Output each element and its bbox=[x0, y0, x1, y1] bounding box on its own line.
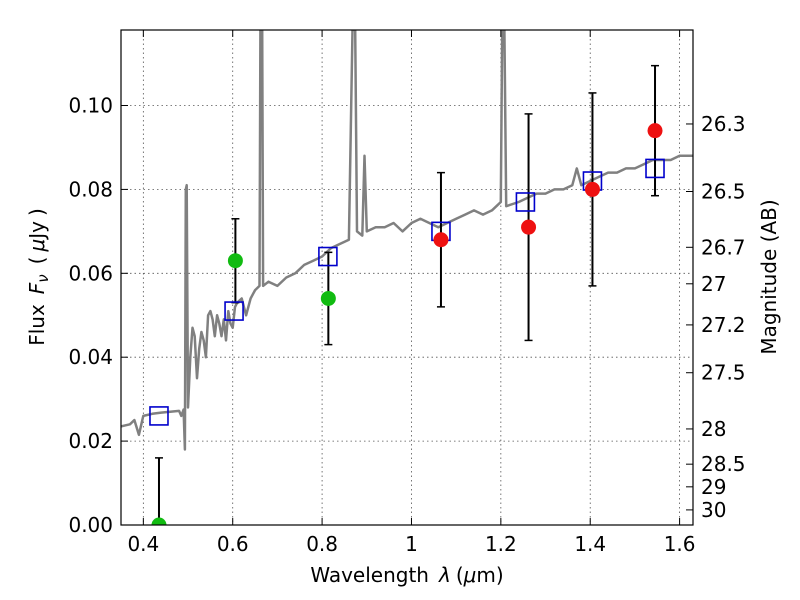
plot-frame bbox=[120, 29, 694, 526]
y-axis-ticks: 0.00 0.02 0.04 0.06 0.08 0.10 bbox=[68, 94, 128, 537]
model-photometry-markers bbox=[149, 158, 665, 426]
y-tick-label: 0.06 bbox=[68, 261, 113, 285]
y2-tick-label: 27 bbox=[701, 272, 726, 296]
errorbars bbox=[154, 64, 660, 525]
y-tick-label: 0.00 bbox=[68, 513, 113, 537]
observed-point bbox=[151, 517, 167, 525]
y2-axis-title: Magnitude (AB) bbox=[757, 199, 781, 354]
x-axis-title: Wavelength λ (μm) bbox=[310, 563, 503, 587]
x-tick-label: 1.2 bbox=[485, 532, 517, 556]
spectrum-line bbox=[121, 30, 693, 451]
y2-tick-label: 26.7 bbox=[701, 235, 746, 259]
y2-tick-label: 26.5 bbox=[701, 180, 746, 204]
y-tick-label: 0.10 bbox=[68, 94, 113, 118]
observed-point bbox=[320, 290, 336, 306]
plot-area-clip-group bbox=[121, 30, 693, 525]
y-tick-label: 0.04 bbox=[68, 345, 113, 369]
y2-tick-label: 28.5 bbox=[701, 452, 746, 476]
model-photometry-square bbox=[149, 406, 169, 426]
y-tick-label: 0.02 bbox=[68, 429, 113, 453]
model-photometry-square bbox=[318, 246, 338, 267]
grid-lines bbox=[121, 30, 693, 525]
observed-point bbox=[647, 123, 663, 139]
model-photometry-square bbox=[515, 192, 536, 212]
x-tick-label: 0.4 bbox=[127, 532, 159, 556]
y2-tick-label: 27.5 bbox=[701, 361, 746, 385]
observed-point bbox=[433, 232, 449, 248]
x-tick-label: 1.6 bbox=[664, 532, 696, 556]
y2-tick-label: 27.2 bbox=[701, 313, 746, 337]
y2-tick-label: 29 bbox=[701, 475, 726, 499]
y2-tick-label: 30 bbox=[701, 498, 726, 522]
observed-point bbox=[521, 219, 537, 235]
x-axis-ticks: 0.4 0.6 0.8 1 1.2 1.4 1.6 bbox=[127, 30, 696, 556]
y-axis-title: FluxFν(μJy) bbox=[25, 208, 52, 346]
x-tick-label: 0.6 bbox=[217, 532, 249, 556]
x-tick-label: 1 bbox=[405, 532, 418, 556]
y2-tick-label: 28 bbox=[701, 417, 726, 441]
observed-point bbox=[227, 253, 243, 269]
x-tick-label: 1.4 bbox=[574, 532, 606, 556]
model-photometry-square bbox=[224, 301, 244, 321]
y2-tick-label: 26.3 bbox=[701, 112, 746, 136]
x-tick-label: 0.8 bbox=[306, 532, 338, 556]
observed-markers bbox=[151, 123, 663, 525]
y-tick-label: 0.08 bbox=[68, 177, 113, 201]
observed-point bbox=[584, 181, 600, 197]
model-photometry-square bbox=[645, 158, 665, 179]
